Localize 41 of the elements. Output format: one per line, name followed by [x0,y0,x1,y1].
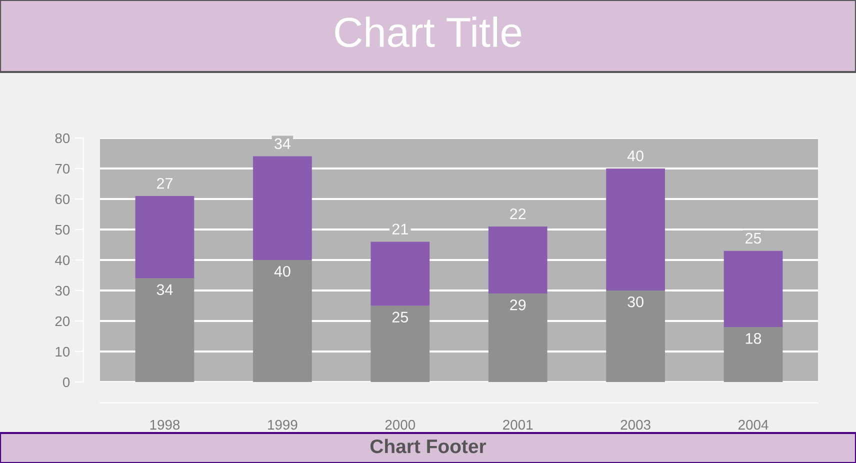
data-label: 29 [510,300,526,310]
x-tick-label: 1999 [268,420,298,430]
bar [370,306,430,382]
data-label: 22 [510,208,526,220]
x-tick-label: 2004 [738,420,768,430]
data-label: 25 [746,232,762,244]
y-tick-label: 0 [62,377,70,388]
x-tick-label: 2000 [385,420,416,430]
bar [488,226,548,294]
bar [135,278,194,382]
y-tick-label: 80 [55,133,70,144]
data-label: 34 [156,284,173,296]
y-tick-label: 60 [55,194,70,204]
data-label: 27 [157,178,172,189]
bar [606,168,665,290]
bar [135,196,194,278]
bar [253,156,312,260]
bar [370,242,430,306]
y-tick-label: 70 [55,164,70,174]
bar [606,290,665,382]
data-label: 34 [274,138,290,150]
data-label: 30 [628,296,644,308]
bar [488,294,548,382]
data-label: 40 [627,150,644,162]
x-tick-label: 2001 [503,420,533,430]
x-tick-label: 1998 [150,420,180,430]
data-label: 18 [746,333,762,344]
y-tick-label: 40 [55,255,70,266]
data-label: 40 [274,266,290,277]
data-label: 21 [392,224,408,234]
x-tick-label: 2003 [620,420,650,430]
bar [253,260,312,382]
data-label: 25 [392,312,408,323]
bar [724,250,783,328]
bar [724,327,783,382]
y-tick-label: 20 [55,316,70,326]
y-tick-label: 50 [55,224,70,235]
text: Chart Footer [370,438,486,454]
y-tick-label: 30 [55,286,70,296]
chart-title: Chart Title [335,16,522,48]
y-tick-label: 10 [56,346,70,357]
